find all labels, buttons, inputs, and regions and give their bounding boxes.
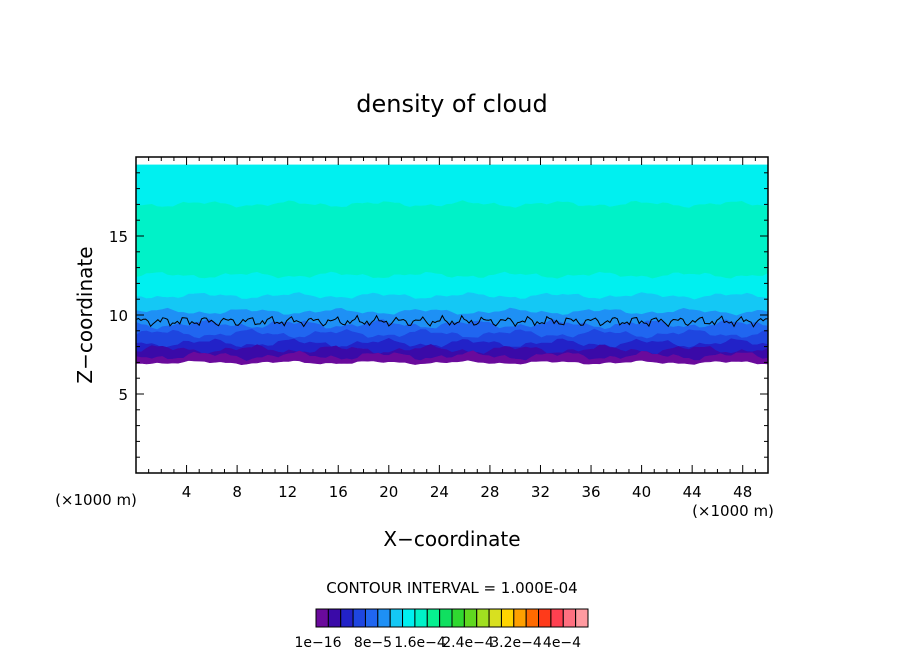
y-tick-label: 15 xyxy=(109,228,128,246)
y-tick-label: 10 xyxy=(109,307,128,325)
x-tick-label: 4 xyxy=(182,483,192,501)
density-band xyxy=(135,164,769,209)
x-axis-label: X−coordinate xyxy=(383,527,520,551)
colorbar-swatch xyxy=(562,608,577,628)
x-tick-label: 28 xyxy=(480,483,499,501)
x-tick-label: 8 xyxy=(232,483,242,501)
colorbar-swatch xyxy=(340,608,354,628)
contour-line xyxy=(135,314,769,328)
colorbar-swatch xyxy=(352,608,366,628)
colorbar-swatch xyxy=(377,608,391,628)
x-tick-label: 16 xyxy=(329,483,348,501)
colorbar-swatch xyxy=(488,608,502,628)
colorbar-swatch xyxy=(414,608,428,628)
chart-title: density of cloud xyxy=(356,90,547,118)
x-tick-label: 24 xyxy=(430,483,449,501)
colorbar-swatch xyxy=(476,608,490,628)
colorbar-swatch xyxy=(550,608,564,628)
colorbar-label: 2.4e−4 xyxy=(442,635,494,651)
colorbar-label: 1e−16 xyxy=(294,635,341,651)
x-tick-label: 36 xyxy=(581,483,600,501)
colorbar-swatch xyxy=(463,608,478,628)
colorbar-swatch xyxy=(575,608,589,628)
x-tick-label: 20 xyxy=(379,483,398,501)
y-tick-label: 5 xyxy=(118,386,128,404)
x-tick-label: 48 xyxy=(733,483,752,501)
colorbar-swatch xyxy=(426,608,441,628)
x-tick-label: 40 xyxy=(632,483,651,501)
colorbar-label: 1.6e−4 xyxy=(394,635,446,651)
colorbar-label: 4e−4 xyxy=(543,635,581,651)
y-axis-label: Z−coordinate xyxy=(73,246,97,383)
colorbar-swatch xyxy=(525,608,540,628)
colorbar-labels: 1e−16 8e−5 1.6e−42.4e−43.2e−4 4e−4 xyxy=(294,635,581,651)
colorbar-swatch xyxy=(389,608,404,628)
colorbar-swatch xyxy=(439,608,453,628)
density-band xyxy=(135,200,769,280)
x-tick-label: 32 xyxy=(531,483,550,501)
colorbar-swatch xyxy=(451,608,465,628)
colorbar-swatch xyxy=(402,608,416,628)
colorbar-swatch xyxy=(538,608,552,628)
colorbar-label: 3.2e−4 xyxy=(490,635,542,651)
colorbar-swatch xyxy=(364,608,379,628)
colorbar-label: 8e−5 xyxy=(354,635,392,651)
x-tick-label: 44 xyxy=(683,483,702,501)
colorbar-swatch xyxy=(315,608,329,628)
density-bands xyxy=(135,164,769,366)
contour-interval: CONTOUR INTERVAL = 1.000E-04 xyxy=(326,579,577,597)
x-axis-ticks: 4 8 12 16 20 24 28 32 36 40 44 48 xyxy=(148,157,756,501)
colorbar-swatch xyxy=(327,608,342,628)
colorbar-swatch xyxy=(500,608,515,628)
y-axis-ticks: 5 10 15 xyxy=(109,172,768,458)
colorbar xyxy=(315,608,589,628)
x-tick-label: 12 xyxy=(278,483,297,501)
x-unit-left: (×1000 m) xyxy=(55,491,137,509)
x-unit-right: (×1000 m) xyxy=(692,502,774,520)
colorbar-swatch xyxy=(513,608,527,628)
